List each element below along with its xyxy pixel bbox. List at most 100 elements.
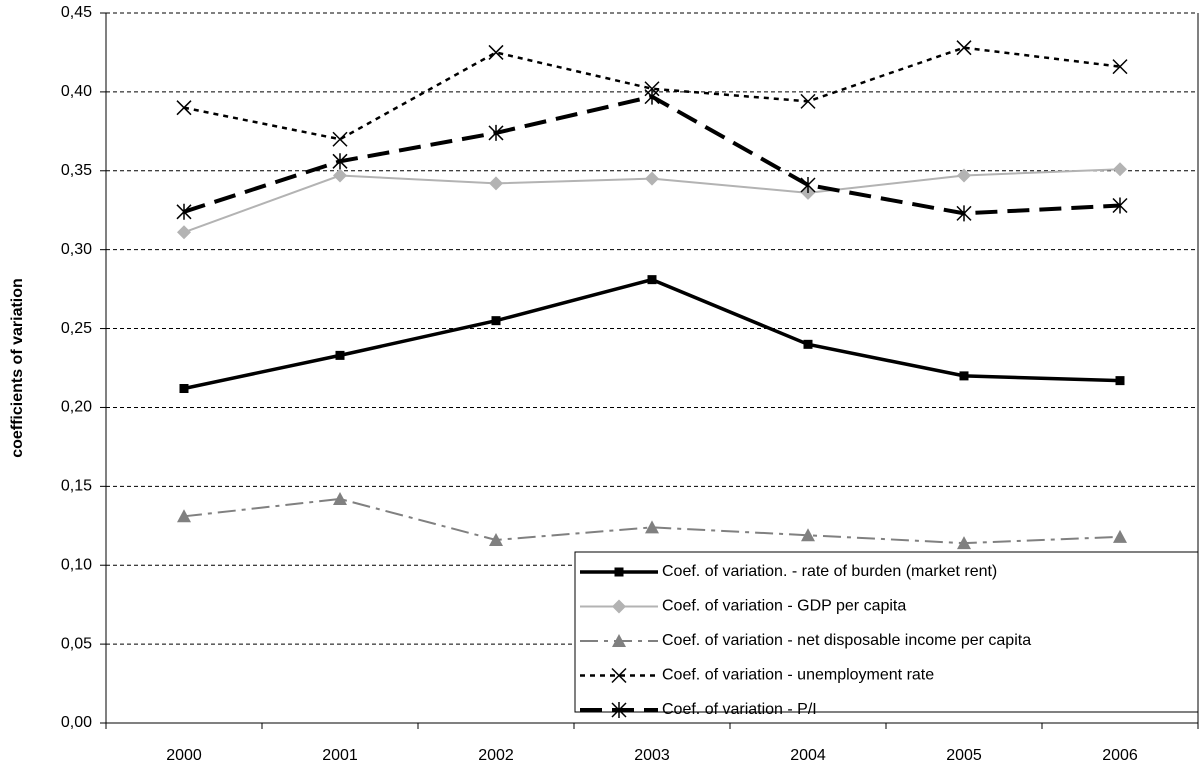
marker-shape [956,205,972,222]
marker-shape [957,536,971,550]
data-point [956,205,972,222]
data-point [332,131,348,147]
marker-shape [333,491,347,505]
marker-shape [611,702,627,718]
data-point [177,225,191,240]
data-point [333,491,347,505]
data-point [179,384,189,394]
marker-shape [959,371,969,381]
legend-text: Coef. of variation. - rate of burden (ma… [662,563,997,580]
data-point [1113,529,1127,543]
marker-shape [176,100,192,116]
data-point [801,528,815,542]
data-point [644,88,660,105]
marker-shape [332,131,348,147]
data-point [489,176,503,191]
marker-shape [644,88,660,105]
y-axis-label: coefficients of variation [9,278,26,458]
marker-shape [800,93,816,109]
y-tick-label: 0,25 [61,320,92,337]
x-tick-label: 2001 [322,747,358,764]
data-point [800,93,816,109]
marker-shape [176,203,192,220]
marker-shape [957,168,971,183]
data-point [488,44,504,60]
data-point [333,168,347,183]
data-point [1112,197,1128,214]
x-tick-label: 2005 [946,747,982,764]
y-tick-label: 0,05 [61,635,92,652]
y-tick-label: 0,40 [61,83,92,100]
marker-shape [614,567,624,577]
data-point [489,532,503,546]
data-point [335,350,345,360]
data-point [956,40,972,56]
marker-shape [800,176,816,193]
marker-shape [801,528,815,542]
legend-text: Coef. of variation - net disposable inco… [662,632,1031,649]
series-line [183,94,1121,216]
marker-shape [956,40,972,56]
marker-shape [1112,59,1128,75]
marker-shape [612,599,626,614]
marker-shape [645,171,659,186]
marker-shape [1115,376,1125,386]
marker-shape [612,634,626,647]
y-tick-label: 0,35 [61,162,92,179]
marker-shape [647,275,657,285]
marker-shape [177,509,191,523]
marker-shape [489,532,503,546]
data-point [647,275,657,285]
x-tick-label: 2006 [1102,747,1138,764]
data-point [491,316,501,326]
marker-shape [179,384,189,394]
legend-box [574,551,1199,713]
data-point [488,124,504,141]
data-point [959,371,969,381]
marker-shape [488,124,504,141]
data-point [176,203,192,220]
data-point [803,339,813,349]
x-tick-label: 2002 [478,747,514,764]
data-point [800,176,816,193]
data-point [1115,376,1125,386]
marker-shape [177,225,191,240]
marker-shape [335,350,345,360]
data-point [332,153,348,170]
y-tick-label: 0,15 [61,478,92,495]
y-tick-label: 0,20 [61,399,92,416]
marker-shape [491,316,501,326]
data-point [176,100,192,116]
data-point [1113,162,1127,177]
marker-shape [645,520,659,534]
marker-shape [611,667,627,684]
marker-shape [1113,529,1127,543]
legend-text: Coef. of variation - GDP per capita [662,598,906,615]
data-point [957,168,971,183]
y-tick-label: 0,10 [61,556,92,573]
x-tick-label: 2004 [790,747,826,764]
data-point [1112,59,1128,75]
marker-shape [803,339,813,349]
data-point [177,509,191,523]
y-tick-label: 0,30 [61,241,92,258]
legend-marker [612,634,626,647]
marker-shape [488,44,504,60]
y-tick-label: 0,00 [61,714,92,731]
data-point [957,536,971,550]
marker-shape [332,153,348,170]
marker-shape [333,168,347,183]
series-line [183,277,1121,391]
legend-text: Coef. of variation - unemployment rate [662,667,934,684]
legend-marker [611,667,627,684]
data-point [645,171,659,186]
legend-marker [614,567,624,577]
legend-marker [612,599,626,614]
legend-text: Coef. of variation - P/I [662,701,817,718]
data-point [645,520,659,534]
legend: Coef. of variation. - rate of burden (ma… [574,551,1199,718]
x-tick-label: 2003 [634,747,670,764]
marker-shape [1113,162,1127,177]
